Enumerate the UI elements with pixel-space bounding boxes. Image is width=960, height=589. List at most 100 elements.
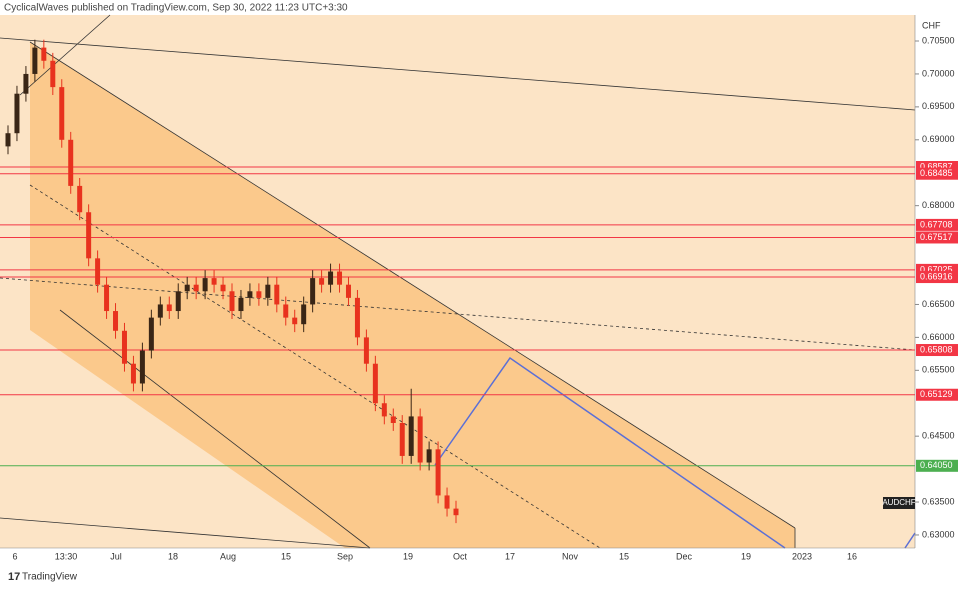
candle-body (50, 60, 56, 88)
candle-body (157, 304, 163, 318)
x-tick-label: 2023 (792, 551, 812, 561)
candle-body (193, 284, 199, 292)
candle-body (310, 278, 316, 305)
level-label: 0.65129 (920, 389, 953, 399)
candle-body (166, 304, 172, 312)
candle-body (77, 185, 83, 213)
y-tick-label: 0.63000 (922, 529, 955, 539)
candle-body (238, 297, 244, 312)
channel-fill (30, 42, 795, 548)
candle-body (130, 363, 136, 384)
candle-body (283, 304, 289, 318)
y-tick-label: 0.66500 (922, 299, 955, 309)
candle-body (211, 278, 217, 285)
brand-logo: 17 (8, 571, 20, 583)
x-tick-label: 19 (741, 551, 751, 561)
candle-body (220, 284, 226, 292)
level-label: 0.66916 (920, 271, 953, 281)
level-label: 0.65808 (920, 344, 953, 354)
candle-body (328, 271, 334, 285)
level-tag (916, 344, 958, 357)
projection-path (904, 532, 916, 549)
symbol-label: AUDCHF (882, 498, 915, 507)
y-tick-label: 0.70000 (922, 68, 955, 78)
candle-body (435, 449, 441, 496)
x-tick-label: Nov (562, 551, 579, 561)
x-tick-label: 17 (505, 551, 515, 561)
level-label: 0.68587 (920, 161, 953, 171)
x-tick-label: 15 (281, 551, 291, 561)
x-tick-label: Oct (453, 551, 468, 561)
level-label: 0.67517 (920, 232, 953, 242)
x-tick-label: 13:30 (55, 551, 78, 561)
candle-body (274, 284, 280, 305)
x-tick-label: Dec (676, 551, 693, 561)
level-tag (916, 167, 958, 180)
y-tick-label: 0.64500 (922, 431, 955, 441)
candle-body (408, 416, 414, 456)
brand-label: TradingView (22, 572, 78, 583)
candle-body (5, 133, 11, 147)
candle-body (292, 317, 298, 325)
candle-body (139, 350, 145, 384)
candle-body (95, 258, 101, 285)
symbol-tag (883, 497, 915, 509)
level-tag (916, 271, 958, 284)
candle-body (256, 291, 262, 298)
candle-body (32, 47, 38, 74)
candle-body (184, 284, 190, 292)
x-tick-label: Aug (220, 551, 236, 561)
level-label: 0.67708 (920, 219, 953, 229)
channel-upper (29, 41, 796, 529)
level-tag (916, 231, 958, 244)
trendline (0, 37, 916, 111)
level-tag (916, 459, 958, 472)
candle-body (319, 278, 325, 285)
candle-body (68, 139, 74, 186)
y-tick-label: 0.70500 (922, 35, 955, 45)
publisher-line: CyclicalWaves published on TradingView.c… (4, 3, 348, 14)
candle-body (59, 87, 65, 140)
candle-body (301, 304, 307, 325)
level-tag (916, 388, 958, 401)
candle-body (345, 284, 351, 298)
currency-label: CHF (922, 20, 941, 30)
candle-body (337, 271, 343, 285)
y-tick-label: 0.69500 (922, 101, 955, 111)
x-tick-label: 18 (168, 551, 178, 561)
trendline (0, 517, 371, 549)
candle-body (265, 284, 271, 298)
candle-body (175, 291, 181, 312)
candle-body (86, 212, 92, 259)
candle-body (363, 337, 369, 364)
x-tick-label: 19 (403, 551, 413, 561)
candle-body (399, 422, 405, 456)
candle-body (426, 449, 432, 463)
projection-path (434, 356, 786, 549)
candle-body (23, 73, 29, 94)
candle-body (113, 311, 119, 331)
candle-body (417, 416, 423, 463)
candle-body (229, 291, 235, 312)
candle-body (121, 330, 127, 364)
y-tick-label: 0.63500 (922, 496, 955, 506)
candle-body (14, 93, 20, 134)
candle-body (444, 495, 450, 509)
candle-body (381, 403, 387, 417)
dashed-line (29, 184, 601, 549)
x-tick-label: 15 (619, 551, 629, 561)
x-tick-label: 6 (12, 551, 17, 561)
y-tick-label: 0.65500 (922, 365, 955, 375)
y-tick-label: 0.66000 (922, 332, 955, 342)
candle-body (148, 317, 154, 351)
y-tick-label: 0.68000 (922, 200, 955, 210)
level-label: 0.68485 (920, 168, 953, 178)
level-tag (916, 218, 958, 231)
x-tick-label: Jul (110, 551, 122, 561)
level-label: 0.64050 (920, 460, 953, 470)
candle-body (372, 363, 378, 404)
candle-body (202, 278, 208, 292)
candle-body (354, 297, 360, 338)
candle-body (41, 47, 47, 61)
